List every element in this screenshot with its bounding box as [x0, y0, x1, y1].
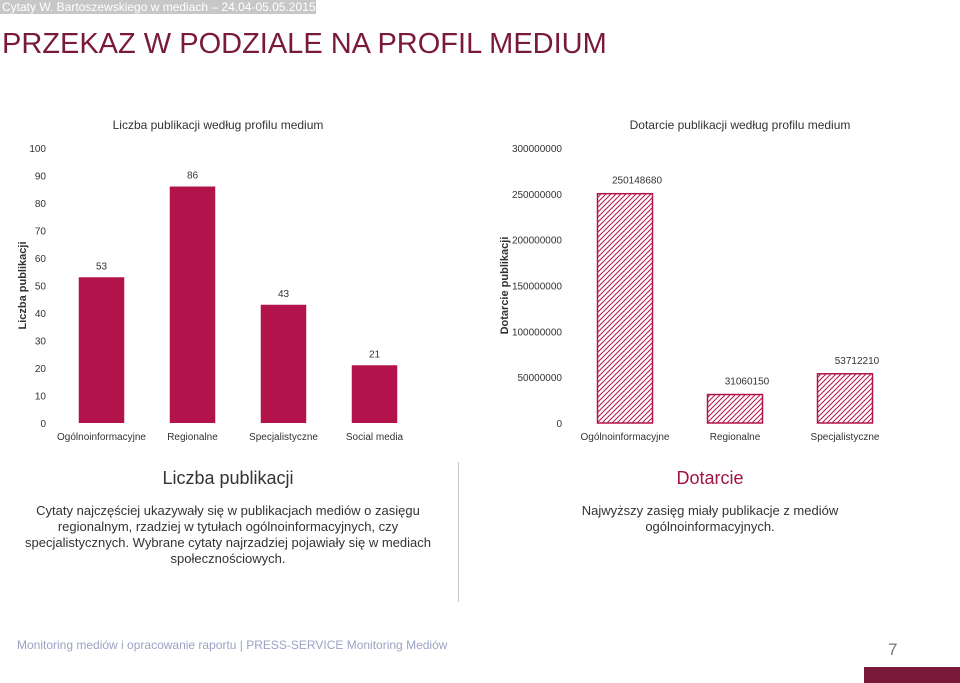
x-tick-label: Regionalne: [167, 432, 218, 443]
x-tick-label: Regionalne: [710, 432, 761, 443]
bottom-bar: [864, 667, 960, 683]
data-label: 86: [187, 171, 199, 182]
y-tick-label: 60: [35, 254, 47, 265]
slide-title: PRZEKAZ W PODZIALE NA PROFIL MEDIUM: [2, 28, 607, 60]
section-heading-publications: Liczba publikacji: [162, 468, 294, 488]
bar-3: [351, 365, 398, 423]
y-tick-label: 100000000: [512, 327, 562, 338]
y-axis-label: Liczba publikacji: [17, 241, 29, 329]
bar-1: [169, 186, 216, 423]
data-label: 53712210: [835, 356, 880, 367]
page-number: 7: [888, 640, 898, 659]
data-label: 31060150: [725, 377, 770, 388]
y-tick-label: 70: [35, 227, 47, 238]
y-tick-label: 10: [35, 392, 47, 403]
section-text-publications: Cytaty najczęściej ukazywały się w publi…: [25, 503, 431, 566]
y-tick-label: 200000000: [512, 236, 562, 247]
data-label: 53: [96, 261, 108, 272]
section-text-reach: Najwyższy zasięg miały publikacje z medi…: [581, 503, 839, 534]
x-tick-label: Ogólnoinformacyjne: [581, 432, 670, 443]
chart-title: Liczba publikacji według profilu medium: [113, 118, 324, 132]
x-tick-label: Specjalistyczne: [249, 432, 318, 443]
data-label: 250148680: [612, 176, 662, 187]
chart-reach: Dotarcie publikacji według profilu mediu…: [499, 118, 880, 443]
bar-0: [596, 192, 654, 424]
x-tick-label: Specjalistyczne: [811, 432, 880, 443]
bar-0: [78, 277, 125, 423]
y-tick-label: 30: [35, 337, 47, 348]
section-heading-reach: Dotarcie: [676, 468, 744, 488]
y-tick-label: 0: [556, 419, 562, 430]
footer-text: Monitoring mediów i opracowanie raportu …: [17, 638, 448, 652]
bar-1: [706, 393, 764, 424]
y-tick-label: 300000000: [512, 144, 562, 155]
y-tick-label: 150000000: [512, 282, 562, 293]
y-tick-label: 50000000: [518, 373, 563, 384]
chart-publication-count: Liczba publikacji według profilu medium L…: [17, 118, 404, 443]
y-tick-label: 100: [29, 144, 46, 155]
y-tick-label: 80: [35, 199, 47, 210]
y-axis-label: Dotarcie publikacji: [499, 237, 511, 335]
y-tick-label: 50: [35, 282, 47, 293]
y-tick-label: 40: [35, 309, 47, 320]
y-tick-label: 250000000: [512, 190, 562, 201]
bar-2: [816, 373, 874, 424]
y-tick-label: 90: [35, 172, 47, 183]
y-tick-label: 20: [35, 364, 47, 375]
data-label: 21: [369, 349, 381, 360]
header-strip-text: Cytaty W. Bartoszewskiego w mediach – 24…: [2, 0, 316, 14]
y-tick-label: 0: [40, 419, 46, 430]
chart-title: Dotarcie publikacji według profilu mediu…: [630, 118, 851, 132]
data-label: 43: [278, 289, 290, 300]
bar-2: [260, 304, 307, 423]
x-tick-label: Ogólnoinformacyjne: [57, 432, 146, 443]
section-divider: [458, 462, 459, 602]
x-tick-label: Social media: [346, 432, 404, 443]
header-strip: Cytaty W. Bartoszewskiego w mediach – 24…: [0, 0, 316, 14]
